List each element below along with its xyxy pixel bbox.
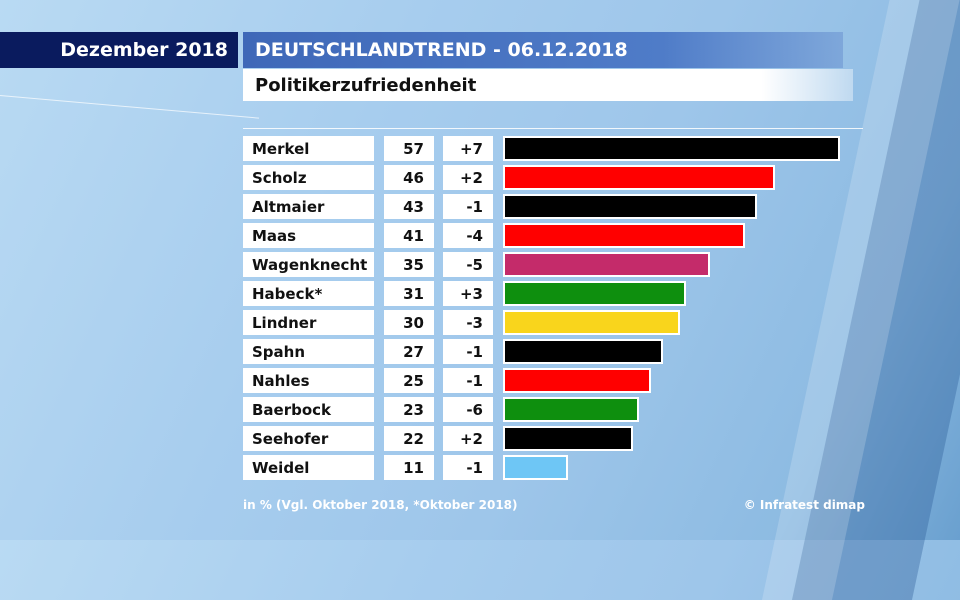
approval-value: 41 bbox=[384, 223, 434, 248]
change-value: -4 bbox=[443, 223, 493, 248]
politician-name: Spahn bbox=[243, 339, 374, 364]
change-value: +3 bbox=[443, 281, 493, 306]
bar bbox=[503, 281, 686, 306]
bar bbox=[503, 339, 663, 364]
bar bbox=[503, 223, 745, 248]
date-label: Dezember 2018 bbox=[0, 32, 238, 68]
politician-name: Baerbock bbox=[243, 397, 374, 422]
politician-name: Altmaier bbox=[243, 194, 374, 219]
bar bbox=[503, 252, 710, 277]
approval-value: 46 bbox=[384, 165, 434, 190]
source-credit: © Infratest dimap bbox=[743, 498, 865, 512]
change-value: -6 bbox=[443, 397, 493, 422]
politician-name: Habeck* bbox=[243, 281, 374, 306]
chart-title: DEUTSCHLANDTREND - 06.12.2018 bbox=[243, 32, 843, 68]
approval-value: 57 bbox=[384, 136, 434, 161]
background-line bbox=[0, 95, 260, 119]
change-value: +2 bbox=[443, 165, 493, 190]
approval-value: 11 bbox=[384, 455, 434, 480]
approval-value: 22 bbox=[384, 426, 434, 451]
divider bbox=[243, 128, 863, 129]
change-value: -1 bbox=[443, 194, 493, 219]
approval-value: 23 bbox=[384, 397, 434, 422]
bar bbox=[503, 165, 775, 190]
politician-name: Scholz bbox=[243, 165, 374, 190]
bar bbox=[503, 368, 651, 393]
politician-name: Weidel bbox=[243, 455, 374, 480]
change-value: -3 bbox=[443, 310, 493, 335]
change-value: -1 bbox=[443, 455, 493, 480]
politician-name: Seehofer bbox=[243, 426, 374, 451]
change-value: +2 bbox=[443, 426, 493, 451]
politician-name: Merkel bbox=[243, 136, 374, 161]
approval-value: 27 bbox=[384, 339, 434, 364]
change-value: -1 bbox=[443, 339, 493, 364]
approval-value: 30 bbox=[384, 310, 434, 335]
bar bbox=[503, 310, 680, 335]
politician-name: Nahles bbox=[243, 368, 374, 393]
approval-value: 25 bbox=[384, 368, 434, 393]
change-value: -5 bbox=[443, 252, 493, 277]
change-value: +7 bbox=[443, 136, 493, 161]
approval-value: 35 bbox=[384, 252, 434, 277]
approval-value: 43 bbox=[384, 194, 434, 219]
politician-name: Lindner bbox=[243, 310, 374, 335]
chart-subtitle: Politikerzufriedenheit bbox=[243, 69, 853, 101]
bar bbox=[503, 455, 568, 480]
bar bbox=[503, 136, 840, 161]
bar bbox=[503, 397, 639, 422]
footnote: in % (Vgl. Oktober 2018, *Oktober 2018) bbox=[243, 498, 518, 512]
politician-name: Maas bbox=[243, 223, 374, 248]
bar bbox=[503, 194, 757, 219]
change-value: -1 bbox=[443, 368, 493, 393]
politician-name: Wagenknecht bbox=[243, 252, 374, 277]
bar bbox=[503, 426, 633, 451]
approval-value: 31 bbox=[384, 281, 434, 306]
